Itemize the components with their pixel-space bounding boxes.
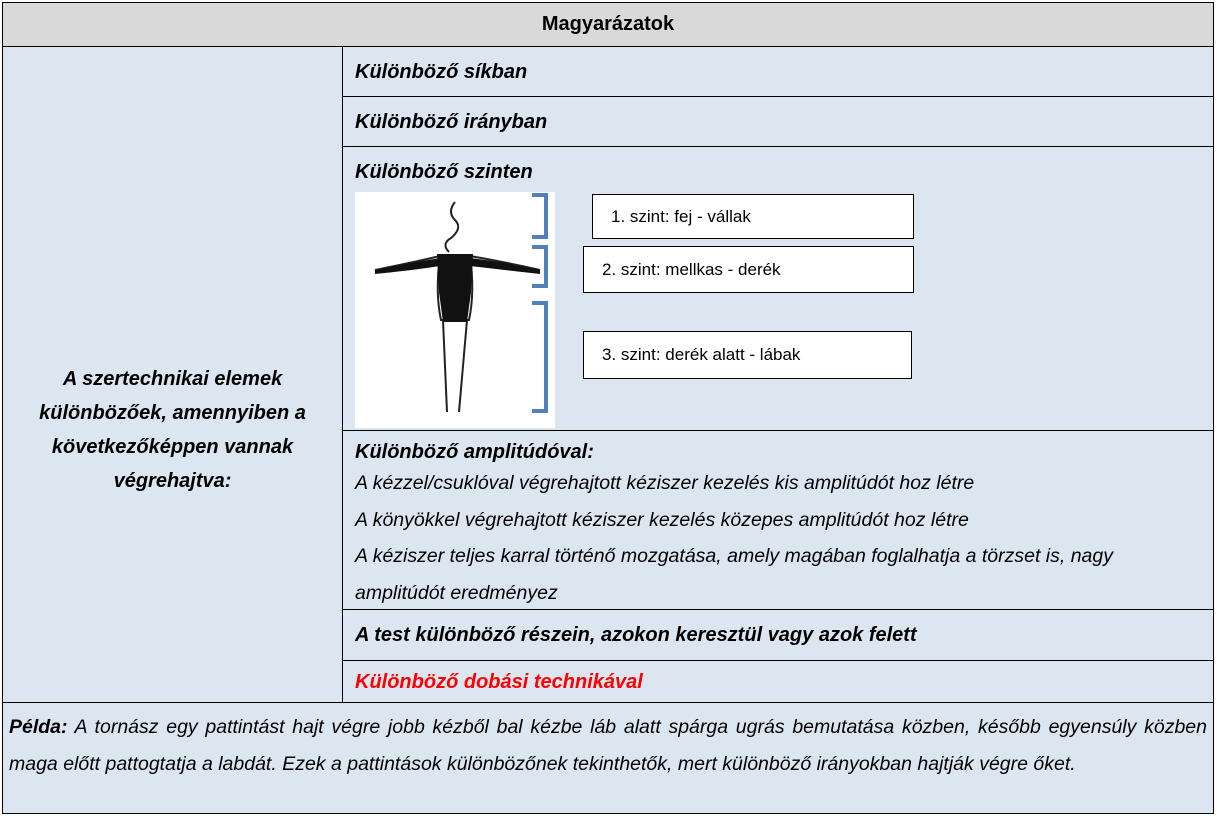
- example-label: Példa:: [9, 716, 68, 738]
- row-cell: Különböző síkban: [342, 46, 1214, 97]
- header-cell: Magyarázatok: [2, 2, 1214, 47]
- example-cell: Példa: A tornász egy pattintást hajt vég…: [2, 702, 1214, 814]
- row-cell: Különböző irányban: [342, 96, 1214, 147]
- amplitude-line: A kézzel/csuklóval végrehajtott kéziszer…: [355, 472, 975, 494]
- row-cell: A test különböző részein, azokon kereszt…: [342, 609, 1214, 661]
- amplitude-line: A kéziszer teljes karral történő mozgatá…: [355, 545, 1113, 604]
- example-text: A tornász egy pattintást hajt végre jobb…: [9, 716, 1207, 775]
- row-title: Különböző szinten: [355, 161, 533, 183]
- left-text: A szertechnikai elemek különbözőek, amen…: [39, 367, 306, 492]
- amplitude-line: A könyökkel végrehajtott kéziszer kezelé…: [355, 508, 969, 531]
- brackets: [532, 193, 548, 413]
- amplitude-cell: Különböző amplitúdóval: A kézzel/csuklóv…: [342, 430, 1214, 610]
- level-box: 2. szint: mellkas - derék: [583, 246, 914, 293]
- header-title: Magyarázatok: [541, 13, 675, 35]
- left-cell: A szertechnikai elemek különbözőek, amen…: [2, 46, 343, 703]
- row-cell: Különböző dobási technikával: [342, 660, 1214, 703]
- amplitude-title: Különböző amplitúdóval:: [355, 441, 594, 463]
- example: Példa: A tornász egy pattintást hajt vég…: [9, 709, 1207, 782]
- level-box: 1. szint: fej - vállak: [592, 194, 914, 239]
- figure: [355, 192, 555, 428]
- levels-cell: Különböző szinten 1. szint: fej - vállak…: [342, 146, 1214, 431]
- level-box: 3. szint: derék alatt - lábak: [583, 331, 912, 379]
